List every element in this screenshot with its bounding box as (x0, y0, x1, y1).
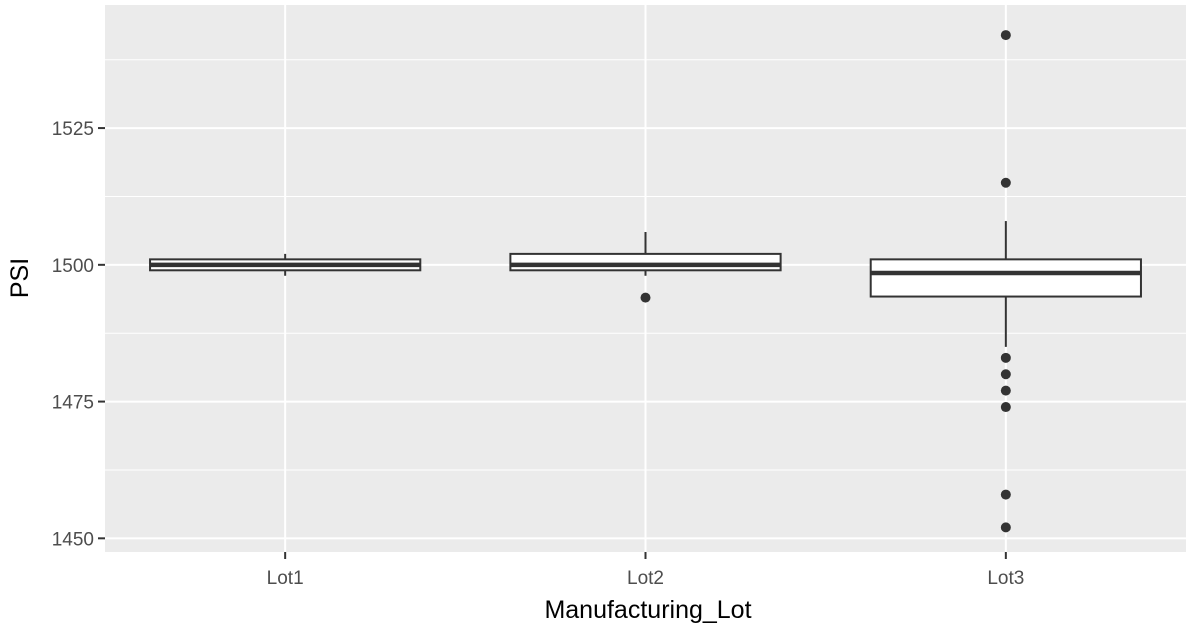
outlier-point (1000, 369, 1011, 380)
outlier-point (1000, 30, 1011, 41)
outlier-point (1000, 522, 1011, 533)
outlier-point (1000, 352, 1011, 363)
box-body (869, 258, 1142, 298)
y-tick-label: 1475 (52, 393, 94, 414)
y-axis: 1450 1475 1500 1525 (52, 119, 105, 550)
y-axis-title: PSI (6, 258, 34, 298)
box-group (149, 30, 1142, 533)
box-lot1 (149, 253, 422, 276)
outlier-point (640, 292, 651, 303)
x-tick-label-lot2: Lot2 (627, 568, 664, 589)
y-tick-label: 1450 (52, 529, 94, 550)
outlier-point (1000, 177, 1011, 188)
x-tick-label-lot3: Lot3 (987, 568, 1024, 589)
outlier-point (1000, 489, 1011, 500)
y-tick-label: 1500 (52, 256, 94, 277)
box-lot3 (869, 30, 1142, 533)
x-tick-label-lot1: Lot1 (267, 568, 304, 589)
outlier-point (1000, 385, 1011, 396)
box-lot2 (509, 232, 782, 303)
outlier-point (1000, 402, 1011, 413)
x-axis-title: Manufacturing_Lot (544, 596, 751, 624)
y-tick-label: 1525 (52, 119, 94, 140)
x-axis: Lot1 Lot2 Lot3 (267, 552, 1024, 589)
box-body (509, 252, 782, 272)
